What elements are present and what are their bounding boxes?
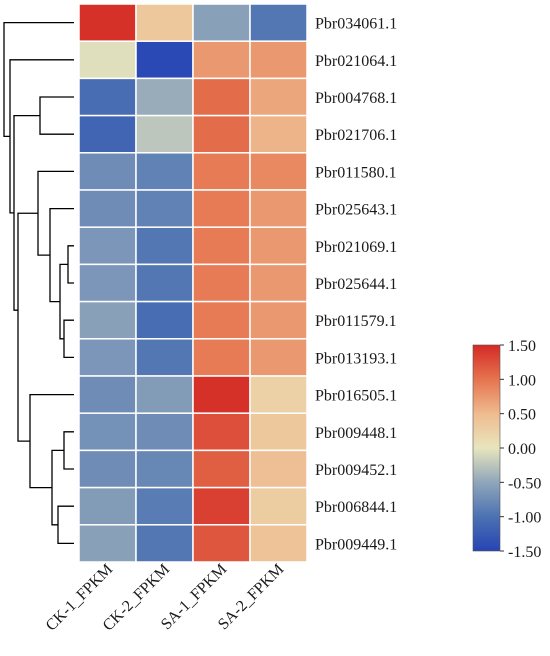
heatmap-cell bbox=[192, 412, 251, 452]
heatmap-cell bbox=[78, 189, 137, 228]
heatmap-cell bbox=[192, 114, 251, 154]
heatmap-cell bbox=[78, 338, 137, 377]
heatmap-cell bbox=[135, 300, 194, 340]
row-label: Pbr013193.1 bbox=[315, 350, 397, 367]
heatmap-cell bbox=[249, 40, 308, 80]
heatmap-cell bbox=[249, 3, 308, 42]
colorbar-tick-label: -0.50 bbox=[508, 475, 541, 492]
dendrogram-branch bbox=[39, 96, 74, 135]
heatmap-cell bbox=[249, 189, 308, 228]
heatmap-cell bbox=[192, 263, 251, 303]
heatmap-cell bbox=[192, 300, 251, 340]
heatmap-cell bbox=[78, 449, 137, 489]
row-label: Pbr004768.1 bbox=[315, 90, 397, 107]
heatmap-cell bbox=[192, 40, 251, 80]
heatmap-cell bbox=[192, 152, 251, 191]
row-label: Pbr021706.1 bbox=[315, 127, 397, 144]
heatmap-cell bbox=[78, 152, 137, 191]
heatmap-cell bbox=[78, 77, 137, 117]
heatmap-cell bbox=[135, 189, 194, 228]
heatmap-cell bbox=[135, 40, 194, 80]
row-label: Pbr034061.1 bbox=[315, 16, 397, 33]
heatmap-cell bbox=[135, 486, 194, 526]
heatmap-cell bbox=[78, 412, 137, 452]
colorbar-tick-label: 1.50 bbox=[508, 338, 536, 355]
row-label: Pbr016505.1 bbox=[315, 388, 397, 405]
row-label: Pbr021069.1 bbox=[315, 239, 397, 256]
heatmap-cell bbox=[135, 375, 194, 414]
dendrogram-branch bbox=[63, 431, 74, 470]
colorbar-tick-label: -1.00 bbox=[508, 510, 541, 527]
heatmap-cell bbox=[135, 449, 194, 489]
dendrogram-branch bbox=[37, 170, 74, 256]
heatmap-cell bbox=[192, 449, 251, 489]
heatmap-cell bbox=[78, 524, 137, 563]
row-labels: Pbr034061.1 Pbr021064.1 Pbr004768.1 Pbr0217… bbox=[315, 16, 397, 554]
heatmap-cell bbox=[135, 524, 194, 563]
heatmap-cell bbox=[135, 226, 194, 266]
dendrogram-branch bbox=[67, 245, 74, 284]
heatmap-cell bbox=[78, 300, 137, 340]
heatmap-cell bbox=[78, 3, 137, 42]
heatmap-cell bbox=[249, 152, 308, 191]
heatmap-cell bbox=[78, 263, 137, 303]
heatmap-cell bbox=[249, 114, 308, 154]
heatmap-cell bbox=[135, 3, 194, 42]
dendrogram-branch bbox=[63, 319, 74, 359]
colorbar-legend: 1.50 1.00 0.50 0.00 -0.50 -1.00 -1.50 bbox=[472, 338, 541, 561]
heatmap-cell bbox=[78, 375, 137, 414]
heatmap-cell bbox=[78, 486, 137, 526]
row-dendrogram bbox=[3, 21, 74, 545]
dendrogram-branch bbox=[49, 207, 74, 303]
heatmap-cell bbox=[135, 412, 194, 452]
heatmap-cell bbox=[192, 77, 251, 117]
row-label: Pbr025644.1 bbox=[315, 276, 397, 293]
heatmap-cell bbox=[78, 114, 137, 154]
colorbar-tick-label: 0.50 bbox=[508, 407, 536, 424]
heatmap-cell bbox=[249, 375, 308, 414]
heatmap-cell bbox=[192, 524, 251, 563]
row-label: Pbr009448.1 bbox=[315, 425, 397, 442]
heatmap-cell bbox=[249, 77, 308, 117]
heatmap-cell bbox=[192, 486, 251, 526]
dendrogram-branch bbox=[9, 59, 74, 214]
heatmap-cell bbox=[249, 412, 308, 452]
heatmap-cell bbox=[135, 77, 194, 117]
row-label: Pbr009449.1 bbox=[315, 536, 397, 553]
row-label: Pbr006844.1 bbox=[315, 499, 397, 516]
heatmap-cell bbox=[249, 449, 308, 489]
heatmap-cell bbox=[249, 263, 308, 303]
heatmap-cells bbox=[78, 3, 308, 563]
colorbar-tick-label: 0.00 bbox=[508, 441, 536, 458]
heatmap-cell bbox=[249, 300, 308, 340]
row-label: Pbr021064.1 bbox=[315, 53, 397, 70]
dendrogram-branch bbox=[17, 212, 38, 442]
heatmap-cell bbox=[192, 375, 251, 414]
heatmap-cell bbox=[249, 524, 308, 563]
dendrogram-branch bbox=[3, 21, 74, 137]
row-label: Pbr025643.1 bbox=[315, 202, 397, 219]
heatmap-cell bbox=[192, 3, 251, 42]
heatmap-cell bbox=[78, 40, 137, 80]
heatmap-cell bbox=[249, 486, 308, 526]
heatmap-cell bbox=[135, 152, 194, 191]
heatmap-cell bbox=[192, 189, 251, 228]
colorbar-tick-label: 1.00 bbox=[508, 372, 536, 389]
heatmap-cell bbox=[135, 263, 194, 303]
heatmap-cell bbox=[249, 338, 308, 377]
colorbar-gradient bbox=[472, 344, 501, 552]
row-label: Pbr009452.1 bbox=[315, 462, 397, 479]
row-label: Pbr011579.1 bbox=[315, 313, 397, 330]
heatmap-cell bbox=[192, 226, 251, 266]
heatmap-cell bbox=[135, 338, 194, 377]
heatmap-cell bbox=[192, 338, 251, 377]
heatmap-cell bbox=[78, 226, 137, 266]
colorbar-tick-label: -1.50 bbox=[508, 544, 541, 561]
dendrogram-branch bbox=[57, 505, 74, 545]
heatmap-cell bbox=[249, 226, 308, 266]
heatmap-cell bbox=[135, 114, 194, 154]
row-label: Pbr011580.1 bbox=[315, 164, 397, 181]
